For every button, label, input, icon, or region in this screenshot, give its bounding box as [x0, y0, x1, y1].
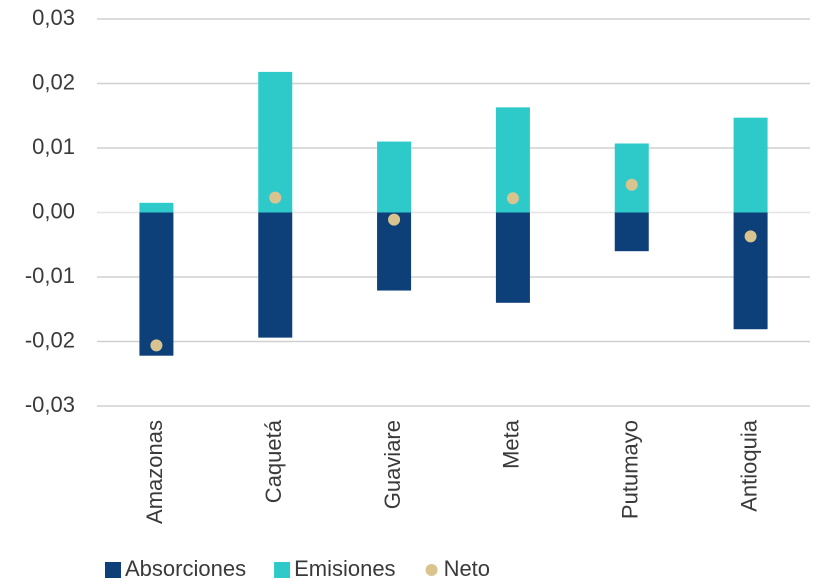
bar	[495, 212, 530, 303]
bar	[258, 212, 293, 338]
x-tick-label: Caquetá	[261, 419, 286, 503]
bar	[139, 202, 174, 213]
bar	[377, 141, 412, 213]
x-tick-label: Antioquia	[736, 419, 761, 512]
y-tick-label: -0,01	[25, 263, 75, 288]
legend-label: Emisiones	[294, 556, 395, 581]
legend-label: Neto	[444, 556, 490, 581]
legend-marker	[105, 562, 121, 578]
bar	[614, 212, 649, 252]
x-tick-label: Guaviare	[380, 420, 405, 509]
dot	[150, 339, 163, 352]
y-tick-label: -0,02	[25, 327, 75, 352]
bar	[733, 117, 768, 213]
legend-marker	[425, 564, 438, 576]
bar	[614, 143, 649, 213]
x-tick-label: Amazonas	[142, 420, 167, 524]
bar	[733, 212, 768, 330]
x-tick-label: Meta	[499, 419, 524, 469]
dot	[744, 230, 757, 243]
bar	[139, 212, 174, 356]
dot	[506, 192, 519, 205]
y-tick-label: -0,03	[25, 392, 75, 417]
y-tick-label: 0,01	[32, 134, 75, 159]
legend-marker	[274, 562, 291, 578]
dot	[625, 178, 638, 191]
dot	[269, 191, 282, 204]
x-tick-label: Putumayo	[618, 420, 643, 519]
y-tick-label: 0,00	[32, 198, 75, 223]
y-tick-label: 0,03	[32, 5, 75, 30]
bar	[258, 71, 293, 213]
dot	[388, 213, 401, 226]
legend-label: Absorciones	[125, 556, 246, 581]
y-tick-label: 0,02	[32, 69, 75, 94]
